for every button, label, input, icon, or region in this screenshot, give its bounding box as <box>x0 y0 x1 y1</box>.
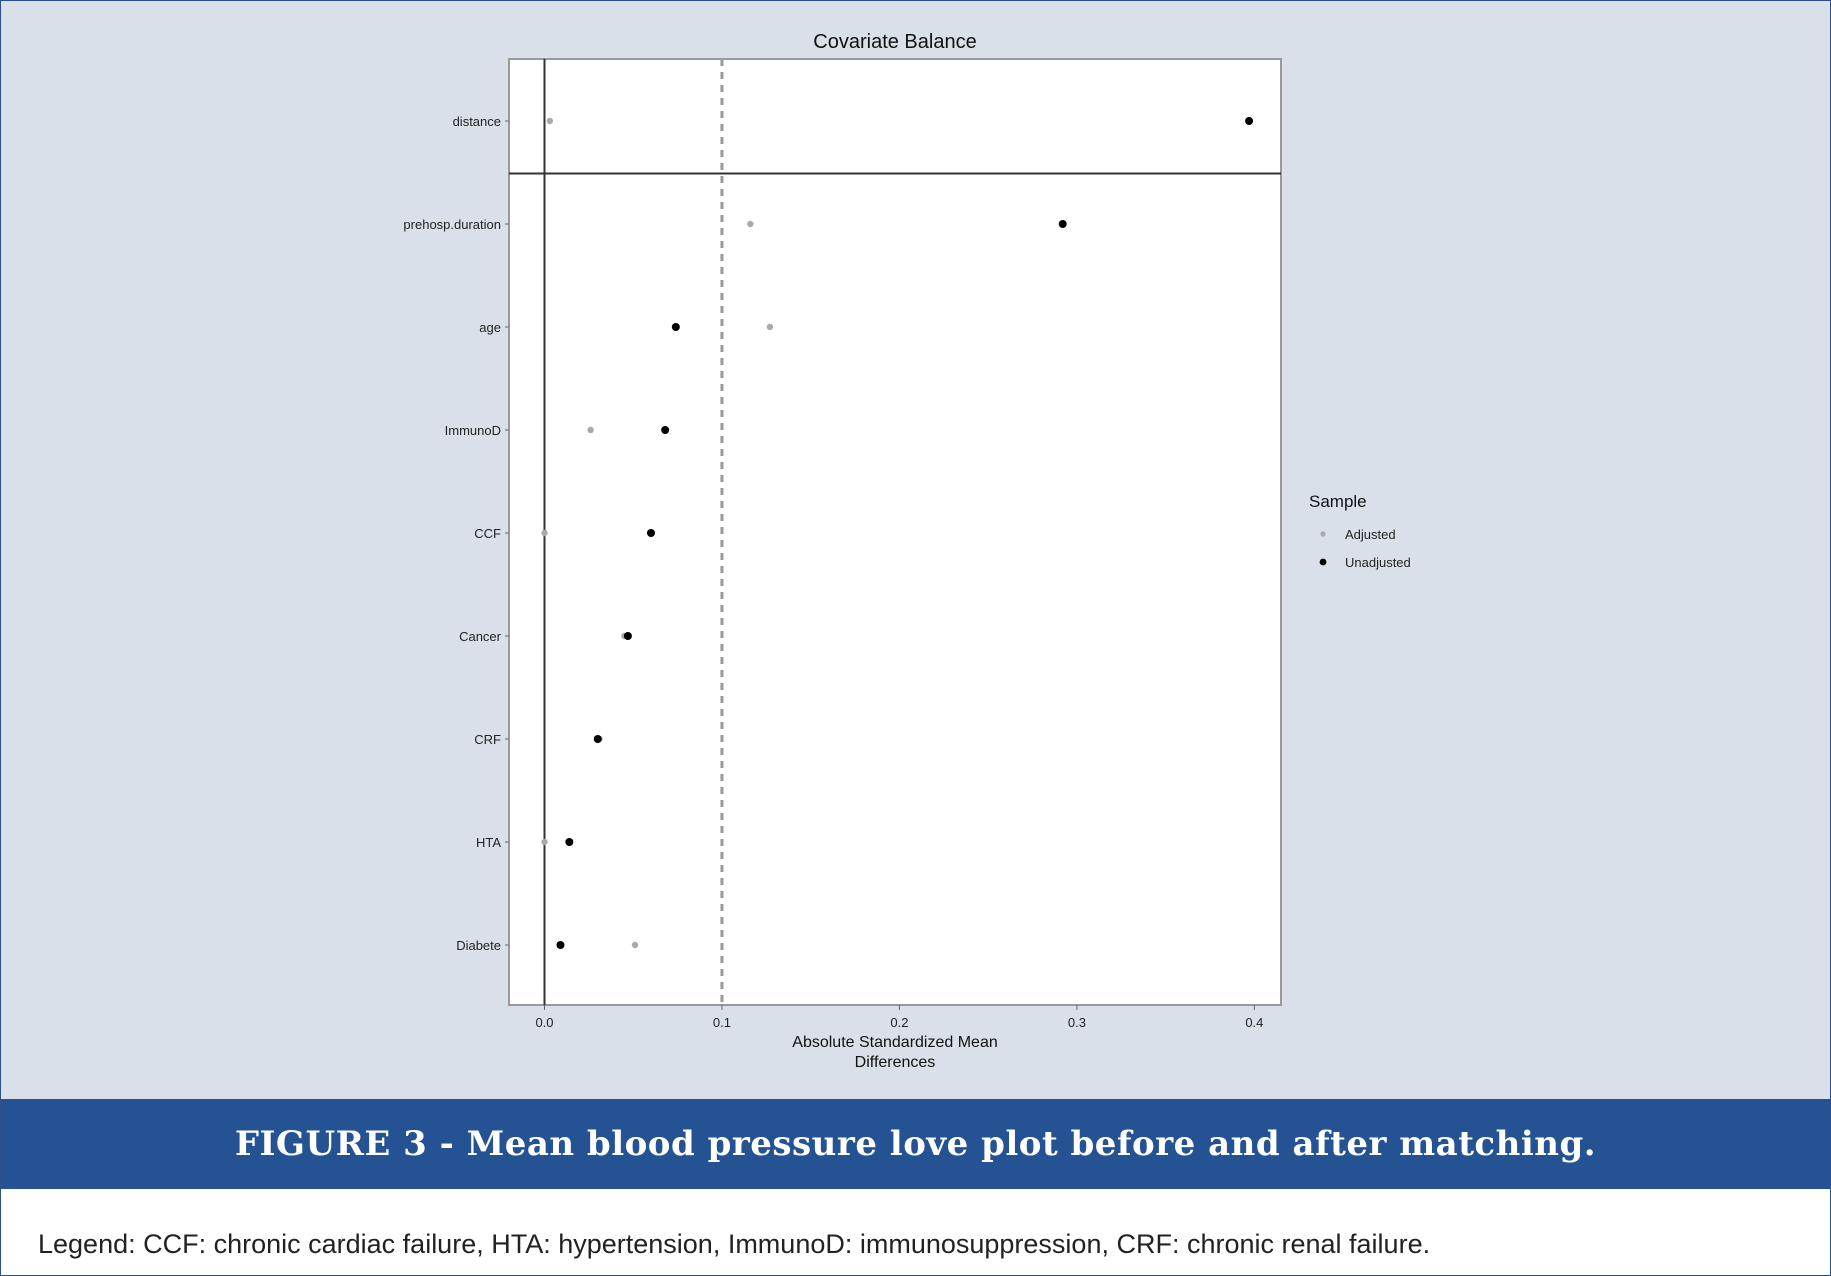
y-tick-label-hta: HTA <box>476 835 501 850</box>
point-adjusted <box>631 941 639 949</box>
point-adjusted <box>747 220 754 228</box>
point-unadjusted <box>671 323 680 331</box>
legend-marker-unadjusted <box>1319 558 1327 566</box>
y-tick-label-prehosp-duration: prehosp.duration <box>403 217 501 232</box>
point-unadjusted <box>1058 220 1067 228</box>
point-adjusted <box>766 323 774 331</box>
legend-label-unadjusted: Unadjusted <box>1345 555 1411 570</box>
point-unadjusted <box>565 838 574 846</box>
chart-title: Covariate Balance <box>813 31 976 53</box>
legend-note: Legend: CCF: chronic cardiac failure, HT… <box>38 1229 1431 1259</box>
point-unadjusted <box>556 941 565 949</box>
x-tick-label: 0.3 <box>1068 1015 1086 1030</box>
plot-area: Covariate Balance distance prehosp.duratio… <box>1 1 1830 1099</box>
point-adjusted <box>587 426 594 434</box>
caption-bar: FIGURE 3 - Mean blood pressure love plot… <box>1 1099 1830 1189</box>
plot-panel <box>508 58 1282 1006</box>
y-tick-label-immunod: ImmunoD <box>445 423 501 438</box>
y-tick-label-diabete: Diabete <box>456 938 501 953</box>
point-unadjusted <box>1245 117 1254 125</box>
y-tick-label-ccf: CCF <box>474 526 501 541</box>
x-axis-label-line: Differences <box>855 1054 936 1071</box>
point-adjusted <box>541 838 548 846</box>
point-unadjusted <box>646 529 655 537</box>
legend-title: Sample <box>1309 492 1367 511</box>
point-adjusted <box>541 529 548 537</box>
point-unadjusted <box>623 632 632 640</box>
x-tick-label: 0.4 <box>1245 1015 1263 1030</box>
point-adjusted <box>546 117 554 125</box>
figure-caption: FIGURE 3 - Mean blood pressure love plot… <box>234 1124 1597 1164</box>
legend-marker-adjusted <box>1320 531 1326 537</box>
y-tick-label-age: age <box>479 320 501 335</box>
y-tick-label-cancer: Cancer <box>459 629 502 644</box>
x-tick-label: 0.0 <box>535 1015 553 1030</box>
point-unadjusted <box>661 426 670 434</box>
legend-label-adjusted: Adjusted <box>1345 527 1396 542</box>
y-tick-label-crf: CRF <box>474 732 501 747</box>
x-axis-label-line: Absolute Standardized Mean <box>792 1034 997 1051</box>
point-unadjusted <box>593 735 602 743</box>
x-tick-label: 0.2 <box>890 1015 908 1030</box>
love-plot-chart: Covariate Balance distance prehosp.duratio… <box>403 31 1411 1071</box>
x-tick-label: 0.1 <box>713 1015 731 1030</box>
y-tick-label-distance: distance <box>453 114 501 129</box>
